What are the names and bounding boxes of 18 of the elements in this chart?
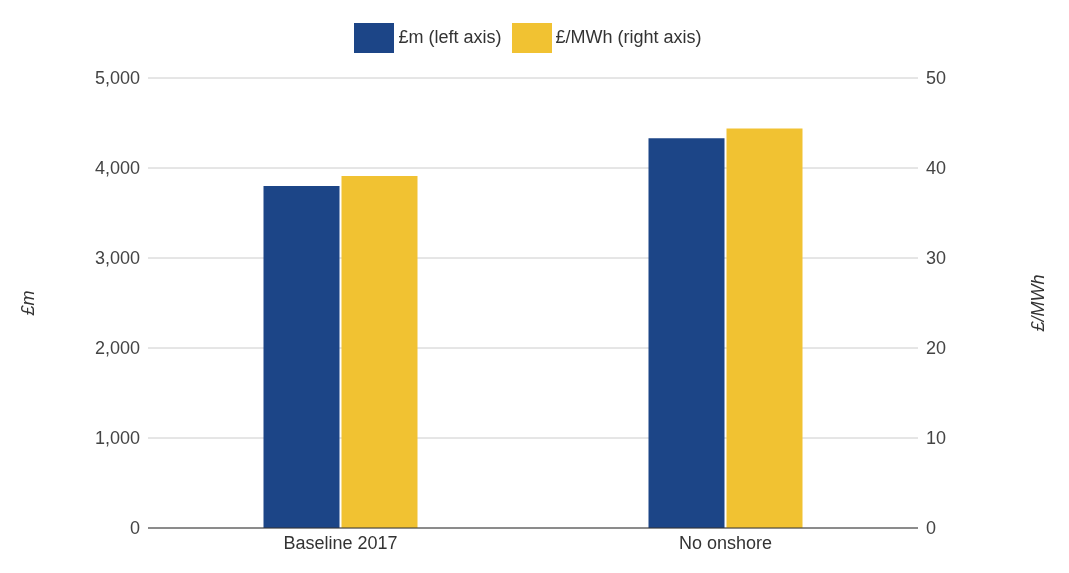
y-tick-label: 2,000 [94, 338, 140, 359]
y2-tick-label: 20 [926, 338, 947, 359]
y2-tick-label: 30 [926, 248, 947, 269]
legend-label: £m (left axis) [398, 26, 502, 47]
y2-tick-label: 0 [926, 518, 937, 539]
y-tick-label: 1,000 [94, 428, 140, 449]
y2-axis-title: £/MWh [1028, 274, 1049, 333]
y2-tick-label: 50 [926, 68, 947, 89]
y-tick-label: 0 [129, 518, 140, 539]
y2-tick-label: 10 [926, 428, 947, 449]
y2-tick-label: 40 [926, 158, 947, 179]
y-tick-label: 5,000 [94, 68, 140, 89]
y-tick-label: 3,000 [94, 248, 140, 269]
x-tick-label: Baseline 2017 [283, 532, 398, 553]
x-tick-label: No onshore [678, 532, 773, 553]
y-axis-title: £m [18, 290, 39, 317]
y-tick-label: 4,000 [94, 158, 140, 179]
legend-label: £/MWh (right axis) [555, 26, 702, 47]
